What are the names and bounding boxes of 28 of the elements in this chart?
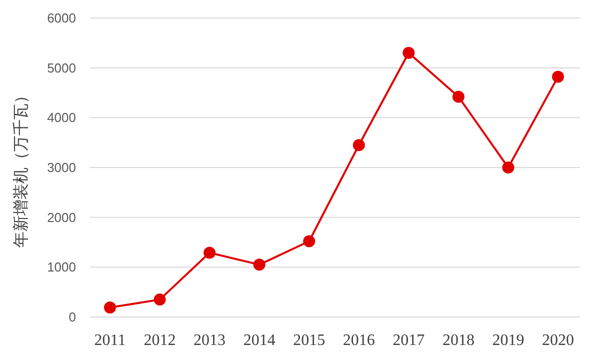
y-tick-label: 4000	[47, 110, 76, 126]
point	[154, 294, 166, 306]
point	[303, 235, 316, 248]
point	[502, 162, 514, 174]
y-axis-title: 年新增装机（万千瓦）	[11, 88, 30, 248]
y-tick-label: 3000	[47, 160, 76, 176]
x-tick-label: 2016	[342, 332, 375, 349]
x-tick-label: 2019	[492, 332, 524, 349]
point	[402, 46, 415, 59]
x-tick-label: 2018	[442, 332, 474, 349]
point	[452, 90, 464, 103]
point	[552, 70, 564, 83]
y-tick-label: 5000	[47, 60, 76, 76]
point	[253, 258, 266, 271]
x-tick-label: 2011	[94, 332, 126, 349]
y-tick-label: 0	[68, 310, 76, 325]
x-tick-label: 2012	[144, 332, 176, 349]
x-tick-label: 2013	[194, 332, 226, 349]
y-tick-label: 2000	[47, 210, 76, 225]
point	[204, 246, 216, 259]
point	[104, 302, 116, 314]
x-tick-label: 2014	[243, 332, 276, 349]
x-tick-label: 2017	[392, 332, 425, 349]
point	[352, 139, 365, 152]
x-tick-label: 2020	[542, 332, 574, 349]
y-tick-label: 6000	[47, 10, 76, 26]
y-tick-label: 1000	[47, 260, 76, 275]
x-tick-label: 2015	[293, 332, 326, 349]
